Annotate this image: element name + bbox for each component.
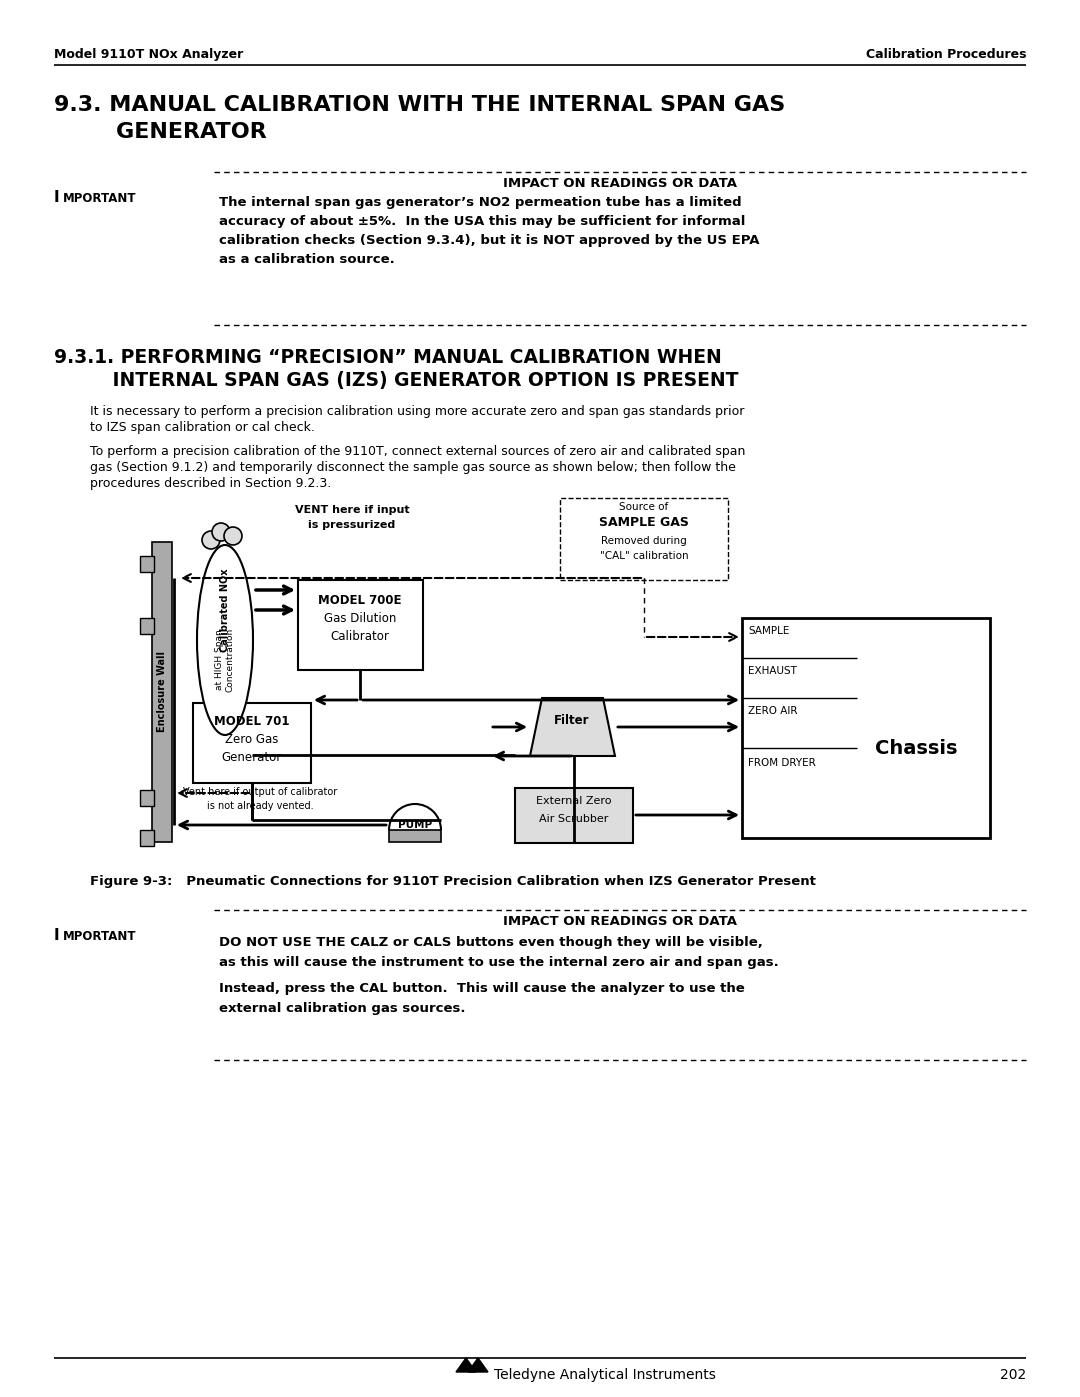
Bar [140, 830, 154, 847]
Polygon shape [468, 1358, 488, 1372]
Text: MODEL 700E: MODEL 700E [319, 594, 402, 608]
Circle shape [212, 522, 230, 541]
Text: Filter: Filter [554, 714, 590, 728]
Bar [152, 542, 172, 842]
Text: GENERATOR: GENERATOR [54, 122, 267, 142]
Text: Source of: Source of [619, 502, 669, 511]
Bar [140, 789, 154, 806]
Bar [140, 556, 154, 571]
Text: I: I [54, 928, 59, 943]
Text: Gas Dilution: Gas Dilution [324, 612, 396, 624]
Text: External Zero: External Zero [537, 796, 611, 806]
Text: accuracy of about ±5%.  In the USA this may be sufficient for informal: accuracy of about ±5%. In the USA this m… [219, 215, 745, 228]
Text: at HIGH Span
Concentration: at HIGH Span Concentration [215, 627, 234, 692]
Bar [298, 580, 423, 671]
Text: Vent here if output of calibrator: Vent here if output of calibrator [183, 787, 337, 798]
Text: Figure 9-3:   Pneumatic Connections for 9110T Precision Calibration when IZS Gen: Figure 9-3: Pneumatic Connections for 91… [90, 875, 815, 888]
Text: Enclosure Wall: Enclosure Wall [157, 651, 167, 732]
Text: Instead, press the CAL button.  This will cause the analyzer to use the: Instead, press the CAL button. This will… [219, 982, 745, 995]
Bar [193, 703, 311, 782]
Text: The internal span gas generator’s NO2 permeation tube has a limited: The internal span gas generator’s NO2 pe… [219, 196, 742, 210]
Text: IMPACT ON READINGS OR DATA: IMPACT ON READINGS OR DATA [503, 177, 737, 190]
Text: gas (Section 9.1.2) and temporarily disconnect the sample gas source as shown be: gas (Section 9.1.2) and temporarily disc… [90, 461, 735, 474]
Text: external calibration gas sources.: external calibration gas sources. [219, 1002, 465, 1016]
Text: Calibrator: Calibrator [330, 630, 390, 643]
Text: Calibration Procedures: Calibration Procedures [865, 47, 1026, 61]
Text: is not already vented.: is not already vented. [206, 800, 313, 812]
Text: PUMP: PUMP [397, 820, 432, 830]
Text: as a calibration source.: as a calibration source. [219, 253, 395, 265]
Text: ZERO AIR: ZERO AIR [748, 705, 797, 717]
Text: To perform a precision calibration of the 9110T, connect external sources of zer: To perform a precision calibration of th… [90, 446, 745, 458]
Text: calibration checks (Section 9.3.4), but it is NOT approved by the US EPA: calibration checks (Section 9.3.4), but … [219, 235, 759, 247]
Text: Model 9110T NOx Analyzer: Model 9110T NOx Analyzer [54, 47, 243, 61]
Text: Zero Gas: Zero Gas [226, 733, 279, 746]
Text: It is necessary to perform a precision calibration using more accurate zero and : It is necessary to perform a precision c… [90, 405, 744, 418]
Text: Calibrated NOx: Calibrated NOx [220, 569, 230, 652]
Text: EXHAUST: EXHAUST [748, 666, 797, 676]
Text: INTERNAL SPAN GAS (IZS) GENERATOR OPTION IS PRESENT: INTERNAL SPAN GAS (IZS) GENERATOR OPTION… [54, 372, 739, 390]
Text: 9.3.1. PERFORMING “PRECISION” MANUAL CALIBRATION WHEN: 9.3.1. PERFORMING “PRECISION” MANUAL CAL… [54, 348, 721, 367]
Text: SAMPLE: SAMPLE [748, 626, 789, 636]
Circle shape [202, 531, 220, 549]
Text: Removed during: Removed during [602, 536, 687, 546]
Text: 202: 202 [1000, 1368, 1026, 1382]
Text: VENT here if input: VENT here if input [295, 504, 409, 515]
Circle shape [224, 527, 242, 545]
Text: IMPACT ON READINGS OR DATA: IMPACT ON READINGS OR DATA [503, 915, 737, 928]
Ellipse shape [197, 545, 253, 735]
Polygon shape [456, 1358, 476, 1372]
Bar [742, 617, 990, 838]
Bar [515, 788, 633, 842]
Text: Chassis: Chassis [875, 739, 957, 757]
Text: to IZS span calibration or cal check.: to IZS span calibration or cal check. [90, 420, 315, 434]
Text: I: I [54, 190, 59, 205]
Bar [140, 617, 154, 634]
Bar [389, 830, 441, 842]
Text: "CAL" calibration: "CAL" calibration [599, 550, 688, 562]
Text: DO NOT USE THE CALZ or CALS buttons even though they will be visible,: DO NOT USE THE CALZ or CALS buttons even… [219, 936, 762, 949]
Text: MODEL 701: MODEL 701 [214, 715, 289, 728]
Polygon shape [530, 698, 615, 756]
Text: Teledyne Analytical Instruments: Teledyne Analytical Instruments [494, 1368, 716, 1382]
Text: Air Scrubber: Air Scrubber [539, 814, 609, 824]
Text: FROM DRYER: FROM DRYER [748, 759, 815, 768]
Text: MPORTANT: MPORTANT [63, 930, 136, 943]
Text: 9.3. MANUAL CALIBRATION WITH THE INTERNAL SPAN GAS: 9.3. MANUAL CALIBRATION WITH THE INTERNA… [54, 95, 785, 115]
Text: Generator: Generator [221, 752, 282, 764]
Text: MPORTANT: MPORTANT [63, 191, 136, 205]
Text: SAMPLE GAS: SAMPLE GAS [599, 515, 689, 529]
Text: procedures described in Section 9.2.3.: procedures described in Section 9.2.3. [90, 476, 332, 490]
Text: is pressurized: is pressurized [309, 520, 395, 529]
Text: as this will cause the instrument to use the internal zero air and span gas.: as this will cause the instrument to use… [219, 956, 779, 970]
Bar [561, 497, 728, 580]
